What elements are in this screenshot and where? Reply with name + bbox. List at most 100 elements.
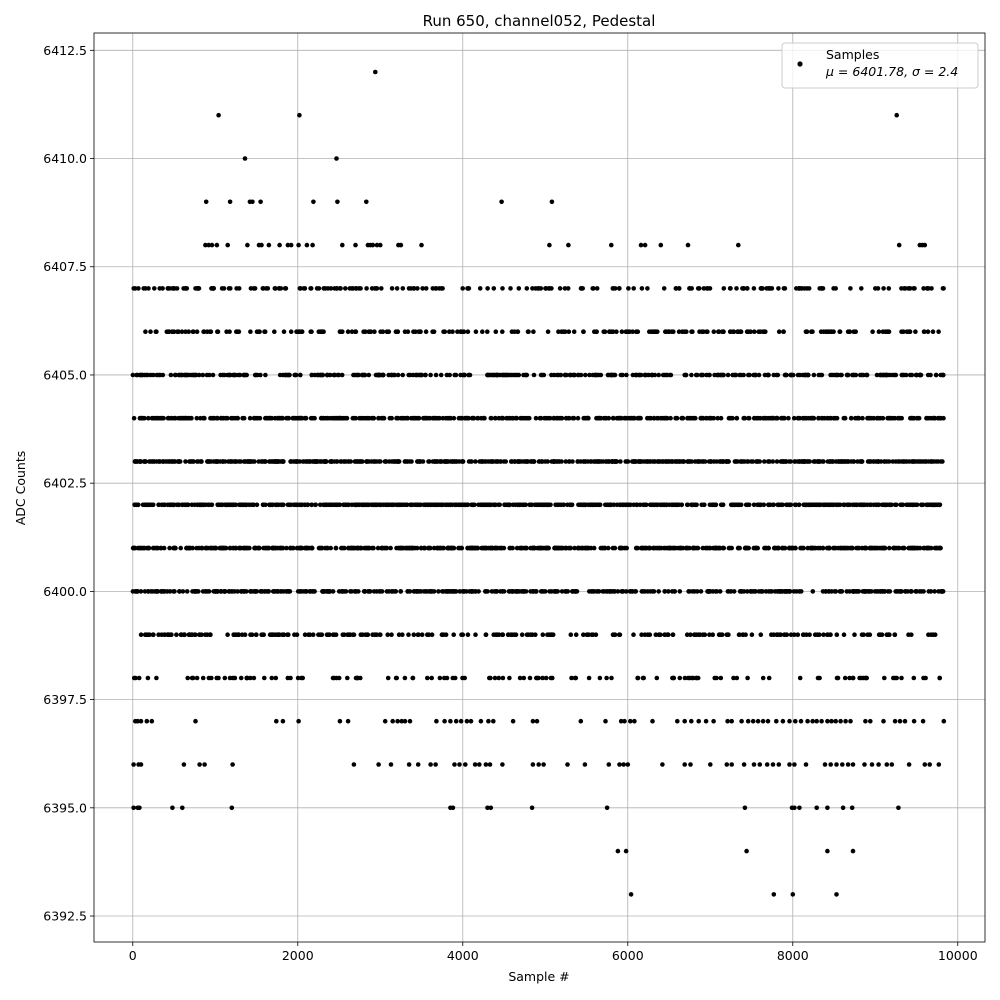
data-point <box>834 892 839 897</box>
data-point <box>146 415 151 421</box>
data-point <box>632 718 637 724</box>
data-point <box>285 242 291 248</box>
x-tick-label: 0 <box>129 948 137 963</box>
data-point <box>442 329 448 335</box>
data-point <box>684 502 690 508</box>
data-point <box>718 415 724 421</box>
data-point <box>741 415 746 421</box>
data-point <box>193 372 199 378</box>
data-point <box>512 329 517 335</box>
data-point <box>324 632 330 637</box>
data-point <box>167 589 173 594</box>
data-point <box>583 459 588 464</box>
data-point <box>465 545 470 551</box>
data-point <box>763 545 769 551</box>
data-point <box>814 718 819 724</box>
data-point <box>280 502 286 508</box>
data-point <box>472 502 477 508</box>
data-point <box>792 632 797 637</box>
data-point <box>702 459 708 464</box>
data-point <box>812 459 817 464</box>
data-point <box>861 502 867 508</box>
data-point <box>677 589 683 594</box>
data-point <box>150 502 156 508</box>
data-point <box>448 415 453 421</box>
data-point <box>565 762 570 767</box>
data-point <box>575 459 580 464</box>
data-point <box>534 589 539 594</box>
y-tick-label: 6397.5 <box>43 692 87 707</box>
data-point <box>345 675 350 681</box>
data-point <box>742 545 748 551</box>
data-point <box>751 502 757 508</box>
data-point <box>622 718 627 724</box>
data-point <box>159 632 164 637</box>
data-point <box>754 459 760 464</box>
data-point <box>558 372 564 378</box>
data-point <box>174 632 179 637</box>
data-point <box>199 459 204 464</box>
data-point <box>608 372 614 378</box>
data-point <box>716 545 721 551</box>
data-point <box>398 589 403 594</box>
data-point <box>517 545 523 551</box>
data-point <box>502 502 508 508</box>
data-point <box>447 329 452 335</box>
data-point <box>183 459 188 464</box>
data-point <box>406 762 412 767</box>
data-point <box>803 459 808 464</box>
data-point <box>914 502 920 508</box>
data-point <box>476 502 481 508</box>
data-point <box>465 502 471 508</box>
data-point <box>687 415 693 421</box>
data-point <box>613 459 618 464</box>
data-point <box>792 459 797 464</box>
data-point <box>908 589 914 594</box>
data-point <box>608 589 614 594</box>
data-point <box>570 459 575 464</box>
x-tick-label: 10000 <box>938 948 978 963</box>
data-point <box>339 589 344 594</box>
data-point <box>549 372 554 378</box>
data-point <box>678 545 684 551</box>
data-point <box>671 502 676 508</box>
data-point <box>925 545 931 551</box>
data-point <box>328 286 334 291</box>
data-point <box>394 286 400 291</box>
data-point <box>351 762 357 767</box>
data-point <box>589 459 594 464</box>
data-point <box>547 589 552 594</box>
data-point <box>589 632 594 637</box>
data-point <box>399 718 405 724</box>
data-point <box>728 589 734 594</box>
data-point <box>461 372 467 378</box>
data-point <box>365 459 370 464</box>
data-point <box>715 415 720 421</box>
data-point <box>902 718 908 724</box>
data-point <box>923 459 929 464</box>
data-point <box>623 329 629 335</box>
data-point <box>222 675 228 681</box>
data-point <box>641 502 646 508</box>
data-point <box>463 762 468 767</box>
data-point <box>745 589 750 594</box>
data-point <box>562 286 568 291</box>
data-point <box>566 242 571 248</box>
data-point <box>692 632 697 637</box>
data-point <box>559 589 565 594</box>
data-point <box>645 286 650 291</box>
data-point <box>852 632 857 637</box>
data-point <box>376 415 381 421</box>
data-point <box>501 589 507 594</box>
data-point <box>898 589 904 594</box>
data-point <box>926 415 931 421</box>
data-point <box>294 632 300 637</box>
data-point <box>776 286 781 291</box>
data-point <box>867 459 872 464</box>
data-point <box>707 286 713 291</box>
data-point <box>523 545 529 551</box>
data-point <box>277 242 282 248</box>
data-point <box>492 675 498 681</box>
data-point <box>429 675 435 681</box>
data-point <box>745 502 751 508</box>
